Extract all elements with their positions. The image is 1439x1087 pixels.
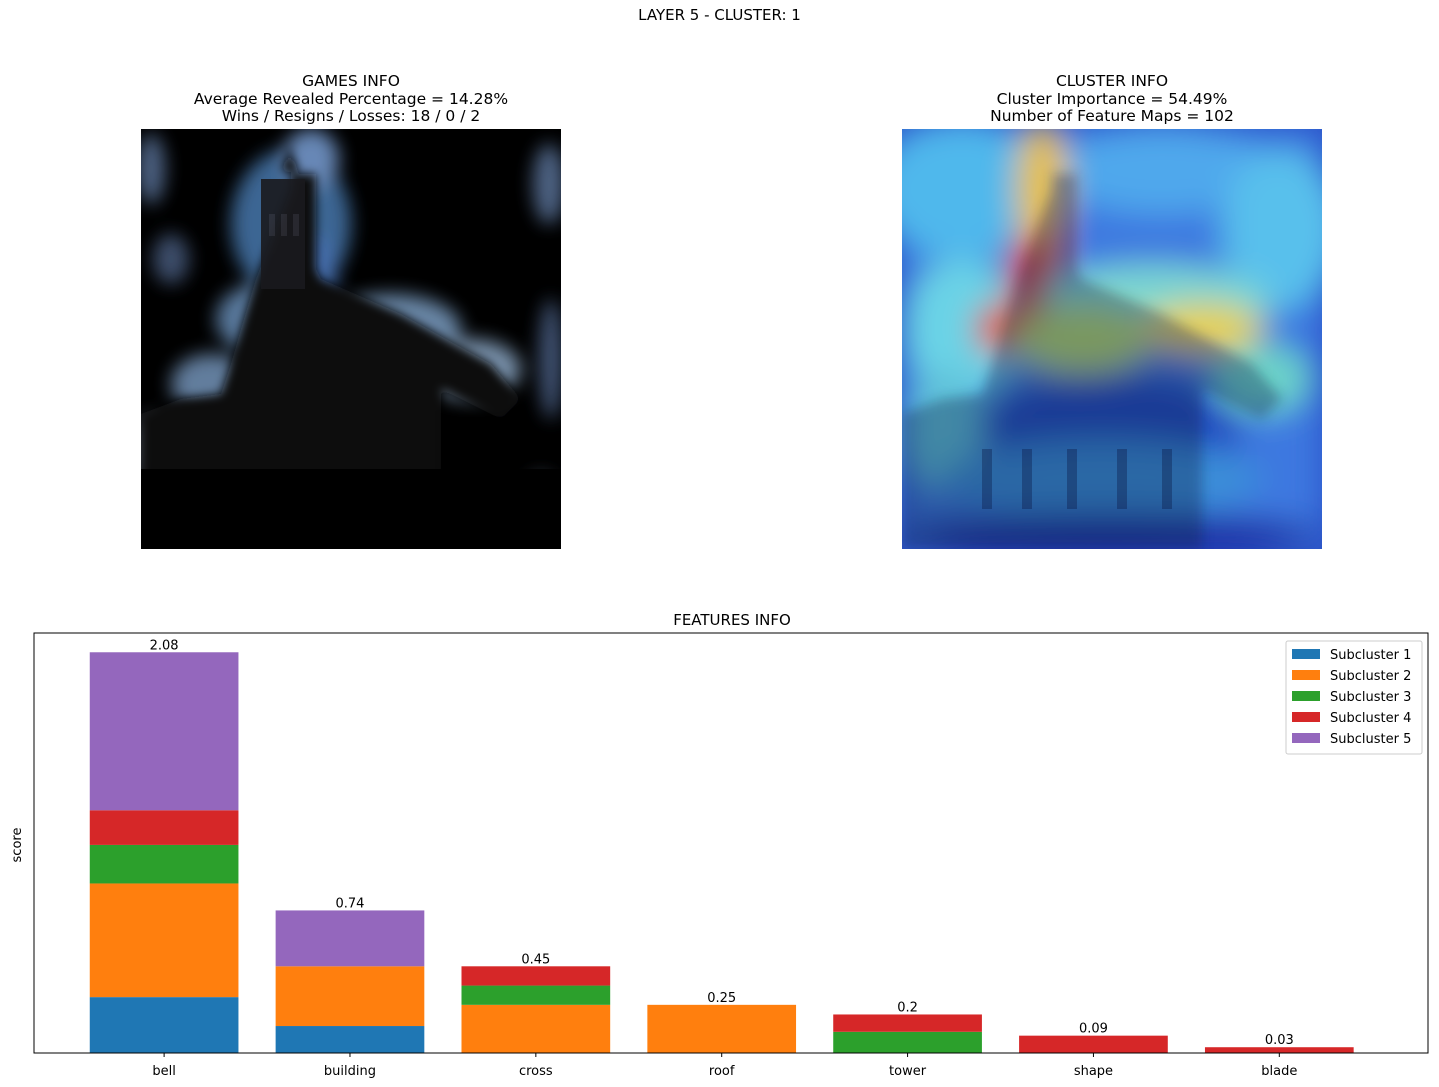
total-label-cross: 0.45 — [521, 952, 550, 967]
x-tick-label-bell: bell — [152, 1064, 175, 1079]
total-labels-group: 2.08 0.74 0.45 0.25 0.2 0.09 0.03 — [150, 638, 1294, 1048]
figure-title: LAYER 5 - CLUSTER: 1 — [638, 6, 801, 24]
legend-swatch-subcluster-2 — [1292, 670, 1320, 680]
legend-label-subcluster-3: Subcluster 3 — [1330, 690, 1411, 705]
legend: Subcluster 1 Subcluster 2 Subcluster 3 Subc… — [1285, 640, 1423, 755]
x-tick-label-roof: roof — [709, 1064, 735, 1079]
x-tick-label-blade: blade — [1261, 1064, 1297, 1079]
cluster-info-feature-maps: Number of Feature Maps = 102 — [990, 107, 1234, 125]
x-ticks-group: bell building cross roof tower shape blade — [152, 1053, 1297, 1079]
bar-building-subcluster-5 — [275, 910, 425, 967]
total-label-bell: 2.08 — [150, 638, 179, 653]
features-bar-chart: FEATURES INFO score 2.08 0.74 0.45 0.25 0.2 0… — [10, 611, 1429, 1079]
total-label-blade: 0.03 — [1265, 1033, 1294, 1048]
legend-box — [1285, 640, 1423, 755]
legend-swatch-subcluster-4 — [1292, 712, 1320, 722]
games-info-title-block: GAMES INFO Average Revealed Percentage =… — [101, 72, 601, 126]
cluster-heatmap-image — [902, 129, 1322, 549]
bar-cross-subcluster-4 — [461, 966, 611, 986]
bar-bell-subcluster-5 — [89, 652, 239, 811]
x-tick-label-building: building — [324, 1064, 376, 1079]
legend-label-subcluster-5: Subcluster 5 — [1330, 732, 1411, 747]
plot-frame — [33, 632, 1429, 1054]
y-axis-label: score — [10, 828, 25, 863]
bar-shape-subcluster-4 — [1019, 1035, 1168, 1053]
bars-group — [89, 652, 1354, 1053]
legend-swatch-subcluster-3 — [1292, 691, 1320, 701]
bar-building-subcluster-1 — [275, 1026, 425, 1053]
cluster-info-title-block: CLUSTER INFO Cluster Importance = 54.49%… — [862, 72, 1362, 126]
total-label-building: 0.74 — [335, 896, 364, 911]
total-label-roof: 0.25 — [707, 991, 736, 1006]
x-tick-label-tower: tower — [889, 1064, 927, 1079]
cluster-info-importance: Cluster Importance = 54.49% — [996, 89, 1228, 108]
games-info-record: Wins / Resigns / Losses: 18 / 0 / 2 — [221, 107, 481, 125]
bar-bell-subcluster-2 — [89, 883, 239, 998]
legend-label-subcluster-4: Subcluster 4 — [1330, 711, 1411, 726]
legend-label-subcluster-1: Subcluster 1 — [1330, 648, 1411, 663]
games-info-revealed: Average Revealed Percentage = 14.28% — [193, 89, 509, 108]
bar-building-subcluster-2 — [275, 966, 425, 1027]
revealed-church-image — [141, 129, 561, 549]
legend-label-subcluster-2: Subcluster 2 — [1330, 669, 1411, 684]
cluster-info-title: CLUSTER INFO — [1055, 72, 1169, 90]
chart-title: FEATURES INFO — [673, 611, 791, 629]
bar-tower-subcluster-4 — [833, 1014, 982, 1032]
bar-tower-subcluster-3 — [833, 1031, 982, 1053]
bar-bell-subcluster-4 — [89, 810, 239, 845]
total-label-tower: 0.2 — [897, 1000, 918, 1015]
games-info-title: GAMES INFO — [302, 72, 400, 90]
bar-cross-subcluster-3 — [461, 985, 611, 1005]
legend-swatch-subcluster-5 — [1292, 733, 1320, 743]
bar-blade-subcluster-4 — [1204, 1047, 1354, 1053]
bar-bell-subcluster-1 — [89, 997, 239, 1053]
x-tick-label-cross: cross — [519, 1064, 553, 1079]
bar-cross-subcluster-2 — [461, 1004, 611, 1053]
x-tick-label-shape: shape — [1074, 1064, 1113, 1079]
total-label-shape: 0.09 — [1079, 1022, 1108, 1037]
bar-roof-subcluster-2 — [647, 1004, 797, 1053]
bar-bell-subcluster-3 — [89, 844, 239, 884]
legend-swatch-subcluster-1 — [1292, 649, 1320, 659]
